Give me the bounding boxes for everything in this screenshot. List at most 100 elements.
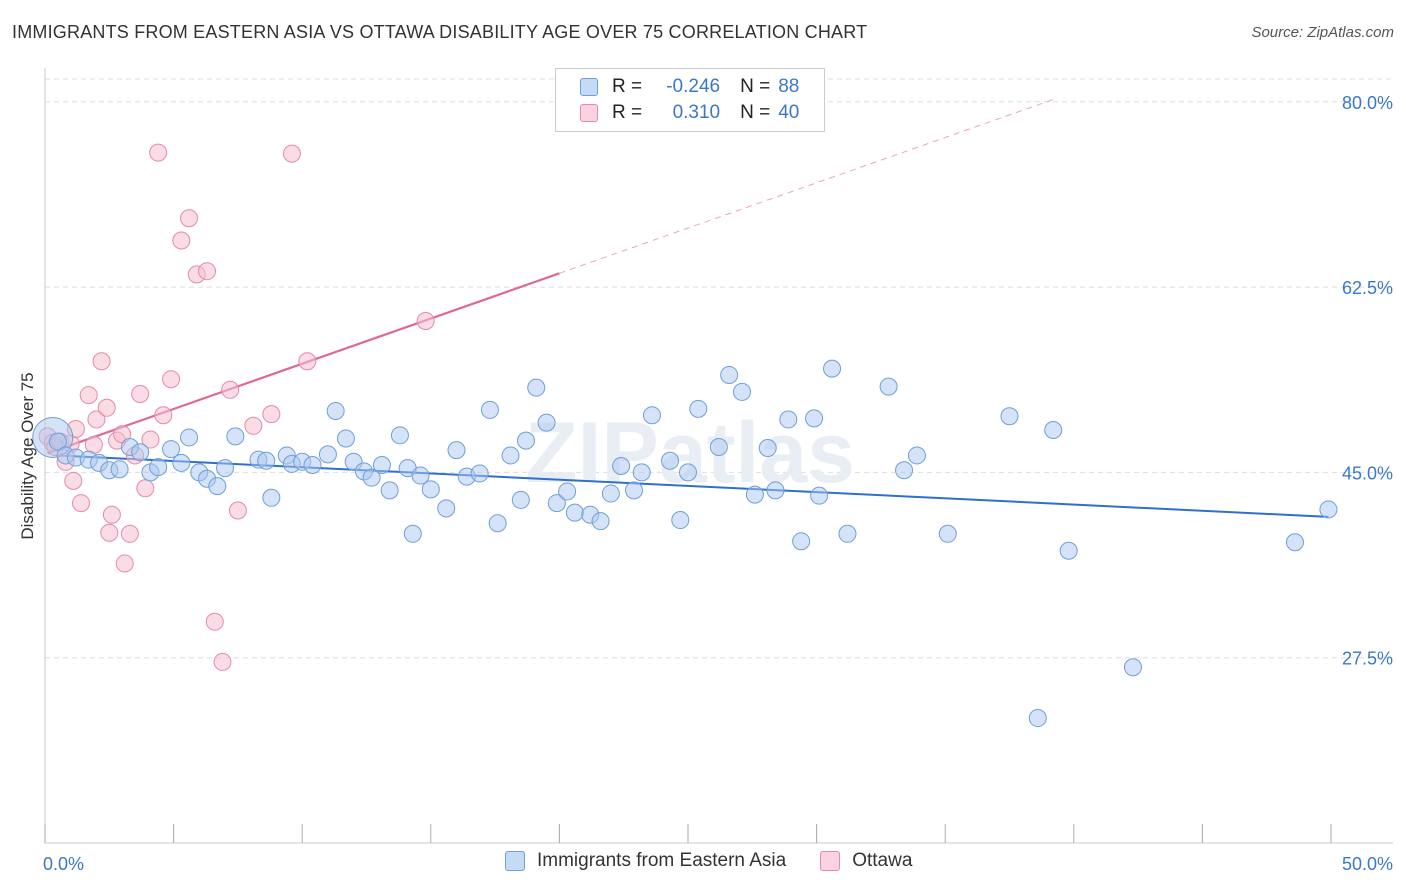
eastern-asia-point — [733, 382, 752, 401]
eastern-asia-point — [601, 484, 620, 503]
x-tick-label: 0.0% — [43, 854, 84, 874]
ottawa-point — [141, 430, 160, 449]
eastern-asia-point — [612, 457, 631, 476]
eastern-asia-point — [660, 451, 679, 470]
legend-n-label: N = — [740, 76, 771, 97]
x-tick-label: 50.0% — [1342, 854, 1393, 874]
eastern-asia-point — [1123, 658, 1142, 677]
ottawa-point — [213, 652, 232, 671]
eastern-asia-point — [642, 406, 661, 425]
eastern-asia-point — [162, 440, 181, 459]
ottawa-point — [172, 231, 191, 250]
ottawa-point — [100, 523, 119, 542]
eastern-asia-point — [565, 503, 584, 522]
ottawa-point — [136, 479, 155, 498]
eastern-asia-point — [437, 499, 456, 518]
ottawa-point — [244, 416, 263, 435]
series-legend-item-eastern-asia: Immigrants from Eastern Asia — [505, 850, 786, 872]
eastern-asia-point — [537, 413, 556, 432]
legend-r-label: R = — [612, 76, 643, 97]
eastern-asia-point — [447, 441, 466, 460]
eastern-asia-point — [745, 485, 764, 504]
legend-swatch-blue — [580, 78, 598, 96]
eastern-asia-point — [838, 524, 857, 543]
series-legend: Immigrants from Eastern Asia Ottawa — [505, 850, 946, 872]
ottawa-point — [282, 144, 301, 163]
legend-row-pink: R = 0.310 N = 40 — [580, 101, 799, 125]
legend-r-label: R = — [612, 102, 643, 123]
ottawa-point — [205, 612, 224, 631]
eastern-asia-point — [380, 481, 399, 500]
eastern-asia-point — [879, 377, 898, 396]
eastern-asia-point — [679, 463, 697, 482]
eastern-asia-point — [172, 453, 191, 472]
ottawa-point — [416, 311, 435, 330]
eastern-asia-point — [48, 432, 67, 451]
eastern-asia-point — [208, 477, 227, 496]
eastern-asia-point — [805, 409, 824, 428]
ottawa-point — [180, 209, 199, 228]
eastern-asia-point — [547, 494, 566, 513]
eastern-asia-point — [720, 365, 739, 384]
series-legend-label: Immigrants from Eastern Asia — [537, 850, 787, 871]
ottawa-point — [221, 380, 240, 399]
ottawa-point — [92, 352, 111, 371]
data-points — [32, 143, 1338, 728]
ottawa-point — [131, 385, 150, 404]
ottawa-point — [97, 398, 116, 417]
eastern-asia-point — [318, 445, 337, 464]
y-tick-label: 62.5% — [1342, 278, 1393, 298]
eastern-asia-point — [216, 459, 235, 478]
legend-row-blue: R = -0.246 N = 88 — [580, 75, 799, 99]
ottawa-point — [298, 352, 317, 371]
eastern-asia-point — [558, 482, 577, 501]
eastern-asia-point — [501, 446, 520, 465]
source-label: Source: ZipAtlas.com — [1251, 24, 1394, 41]
eastern-asia-point — [149, 458, 168, 477]
ottawa-point — [120, 524, 139, 543]
legend-r-value: -0.246 — [666, 76, 721, 97]
eastern-asia-point — [527, 378, 546, 397]
ottawa-point — [162, 370, 181, 389]
eastern-asia-point — [390, 426, 409, 445]
eastern-asia-point — [779, 410, 798, 429]
legend-swatch-pink — [580, 104, 598, 122]
eastern-asia-point — [689, 399, 708, 418]
series-legend-item-ottawa: Ottawa — [820, 850, 912, 872]
ottawa-point — [72, 494, 91, 513]
ottawa-point — [149, 143, 168, 162]
ottawa-point — [115, 554, 134, 573]
ottawa-point — [262, 405, 281, 424]
eastern-asia-point — [766, 481, 785, 500]
eastern-asia-point — [1028, 709, 1047, 728]
eastern-asia-point — [480, 400, 499, 419]
eastern-asia-point — [895, 461, 914, 480]
eastern-asia-point — [1285, 533, 1304, 552]
eastern-asia-point — [257, 451, 276, 470]
chart-title: IMMIGRANTS FROM EASTERN ASIA VS OTTAWA D… — [12, 22, 868, 42]
eastern-asia-point — [131, 443, 150, 462]
eastern-asia-point — [624, 481, 643, 500]
eastern-asia-point — [516, 431, 535, 450]
y-tick-label: 80.0% — [1342, 93, 1393, 113]
grid-lines — [45, 78, 1393, 659]
eastern-asia-point — [1044, 421, 1063, 440]
y-tick-label: 27.5% — [1342, 649, 1393, 669]
ottawa-point — [87, 410, 106, 429]
eastern-asia-point — [326, 401, 345, 420]
eastern-asia-point — [632, 463, 651, 482]
ottawa-point — [64, 471, 83, 490]
eastern-asia-point — [362, 468, 381, 487]
eastern-asia-point — [1000, 407, 1019, 426]
eastern-asia-point — [403, 524, 422, 543]
ottawa-point — [102, 505, 121, 524]
eastern-asia-point — [180, 428, 199, 447]
legend-n-label: N = — [740, 102, 771, 123]
legend-n-value: 40 — [778, 102, 800, 123]
eastern-asia-point — [226, 427, 245, 446]
eastern-asia-point — [671, 511, 690, 530]
legend-n-value: 88 — [778, 76, 800, 97]
eastern-asia-point — [488, 514, 507, 533]
eastern-asia-point — [411, 466, 430, 485]
